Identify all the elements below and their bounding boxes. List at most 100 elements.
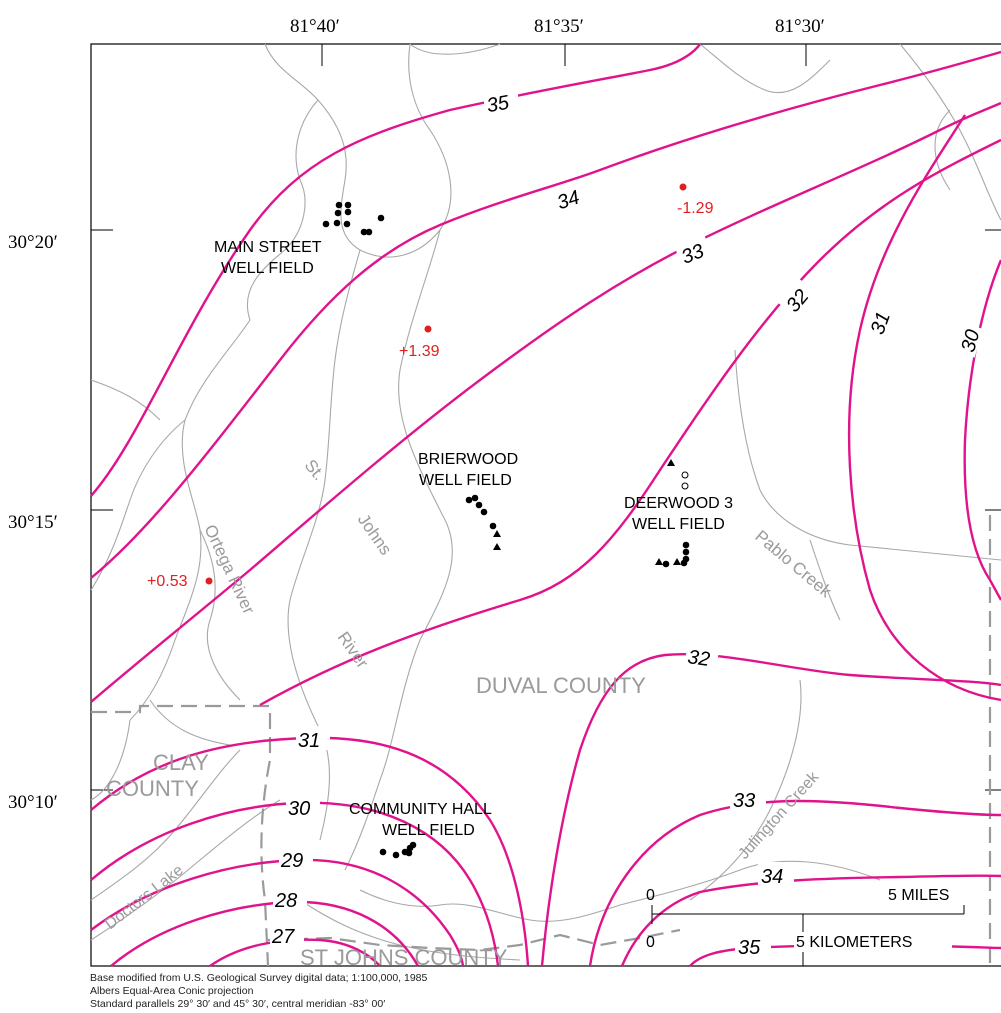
contour-label: 31 [298, 730, 320, 752]
contour-label: 29 [280, 850, 303, 872]
contour-label: 30 [288, 798, 310, 820]
main-street-wells [322, 201, 385, 236]
contour-label: 32 [686, 646, 711, 671]
contour-34 [90, 50, 1001, 579]
well-marker [377, 214, 385, 222]
observation-well-marker [205, 577, 213, 585]
deerwood-label: WELL FIELD [632, 516, 725, 533]
brierwood-wells [465, 494, 501, 550]
well-marker [680, 559, 688, 567]
contour-label: 35 [738, 937, 761, 959]
well-marker [333, 219, 341, 227]
hydrography-lines [90, 43, 1001, 961]
scale-km-start: 0 [646, 934, 655, 951]
main-street-label: WELL FIELD [221, 260, 314, 277]
well-marker [360, 228, 368, 236]
contour-32-south [540, 653, 1001, 967]
well-marker [344, 208, 352, 216]
county-boundaries [91, 515, 992, 967]
head-change-label: -1.29 [677, 200, 714, 217]
well-marker [334, 209, 342, 217]
well-triangle [667, 459, 675, 466]
well-triangle [673, 558, 681, 565]
contour-34-se [620, 874, 1001, 967]
scale-miles-end: 5 MILES [888, 887, 949, 904]
contour-label: 35 [485, 92, 512, 118]
well-marker [480, 508, 488, 516]
map-frame [90, 43, 1001, 967]
clay-county-label: COUNTY [106, 776, 199, 801]
credit-line: Albers Equal-Area Conic projection [90, 985, 254, 997]
contour-35-north [90, 43, 702, 497]
well-marker [343, 220, 351, 228]
credit-line: Standard parallels 29° 30′ and 45° 30′, … [90, 998, 386, 1010]
observation-well-marker [424, 325, 432, 333]
pablo-creek-label: Pablo Creek [751, 527, 835, 602]
contour-29 [90, 858, 465, 967]
contour-30-east [963, 259, 1001, 601]
contour-label: 28 [274, 890, 297, 912]
st-johns-county-label: ST JOHNS COUNTY [300, 945, 508, 970]
credit-line: Base modified from U.S. Geological Surve… [90, 972, 428, 984]
contour-31-east [847, 114, 1001, 702]
contour-33 [90, 101, 1001, 703]
contour-30-south [90, 801, 500, 967]
well-marker [475, 501, 483, 509]
well-marker [344, 201, 352, 209]
latitude-label: 30°20′ [8, 232, 58, 253]
contour-label: 33 [733, 790, 755, 812]
julington-creek-label: Julington Creek [735, 768, 823, 863]
contour-27 [209, 938, 381, 967]
head-change-label: +0.53 [147, 573, 188, 590]
well-marker [465, 496, 473, 504]
observation-well-marker [679, 183, 687, 191]
st-johns-river-label: St. [301, 456, 329, 484]
clay-county-label: CLAY [153, 750, 209, 775]
doctors-lake-label: Doctors Lake [102, 862, 187, 933]
longitude-label: 81°35′ [534, 16, 584, 37]
well-marker [365, 228, 373, 236]
main-street-label: MAIN STREET [214, 239, 322, 256]
well-marker [405, 849, 413, 857]
contour-label: 34 [761, 866, 783, 888]
st-johns-river-label: Johns [354, 510, 396, 558]
observation-well-open [681, 471, 689, 479]
potentiometric-contours [90, 43, 1001, 967]
contour-label: 27 [271, 926, 295, 948]
well-marker [682, 548, 690, 556]
scale-km-end: 5 KILOMETERS [796, 934, 912, 951]
well-marker [489, 522, 497, 530]
observation-wells: -1.29 +1.39 +0.53 [147, 183, 714, 590]
brierwood-label: BRIERWOOD [418, 451, 518, 468]
longitude-label: 81°30′ [775, 16, 825, 37]
deerwood-label: DEERWOOD 3 [624, 495, 733, 512]
duval-county-label: DUVAL COUNTY [476, 673, 646, 698]
scale-miles-start: 0 [646, 887, 655, 904]
deerwood-wells [655, 459, 690, 568]
latitude-label: 30°10′ [8, 792, 58, 813]
water-feature-labels: St. Johns River Ortega River Pablo Creek… [102, 456, 836, 933]
contour-33-se [588, 799, 1001, 967]
brierwood-label: WELL FIELD [419, 472, 512, 489]
well-marker [409, 841, 417, 849]
contour-32-north [259, 138, 1001, 707]
well-marker [335, 201, 343, 209]
well-marker [379, 848, 387, 856]
head-change-label: +1.39 [399, 343, 440, 360]
longitude-label: 81°40′ [290, 16, 340, 37]
latitude-label: 30°15′ [8, 512, 58, 533]
well-triangle [493, 530, 501, 537]
contour-31-south [90, 736, 530, 967]
contour-labels: 35 34 33 32 31 30 32 31 30 29 28 27 33 3… [270, 88, 984, 959]
well-marker [662, 560, 670, 568]
coordinate-ticks [91, 44, 1001, 791]
well-marker [471, 494, 479, 502]
observation-well-open [681, 482, 689, 490]
community-hall-wells [379, 841, 417, 859]
well-marker [682, 541, 690, 549]
community-hall-label: WELL FIELD [382, 822, 475, 839]
well-triangle [655, 558, 663, 565]
well-marker [392, 851, 400, 859]
well-triangle [493, 543, 501, 550]
